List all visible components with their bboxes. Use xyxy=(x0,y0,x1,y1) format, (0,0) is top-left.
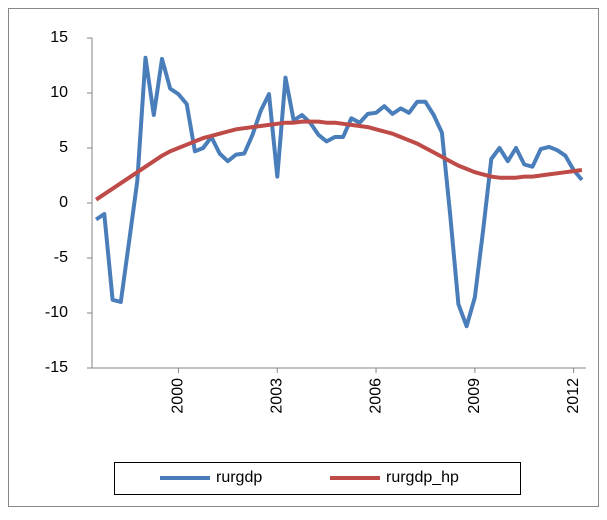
y-tick-label: 10 xyxy=(50,84,68,101)
y-tick-label: -10 xyxy=(45,304,68,321)
y-tick-label: 0 xyxy=(59,194,68,211)
chart-frame xyxy=(8,8,599,507)
y-tick-label: 15 xyxy=(50,29,68,46)
legend-label: rurgdp xyxy=(216,469,262,486)
x-tick-label: 2003 xyxy=(268,378,285,414)
x-tick-label: 2000 xyxy=(170,378,187,414)
y-tick-label: -15 xyxy=(45,359,68,376)
x-tick-label: 2009 xyxy=(466,378,483,414)
legend-label: rurgdp_hp xyxy=(386,469,459,486)
series-line xyxy=(94,119,583,202)
x-tick-label: 2006 xyxy=(367,378,384,414)
y-tick-label: 5 xyxy=(59,139,68,156)
x-tick-label: 2012 xyxy=(565,378,582,414)
y-tick-label: -5 xyxy=(54,249,68,266)
series-line xyxy=(94,55,584,329)
